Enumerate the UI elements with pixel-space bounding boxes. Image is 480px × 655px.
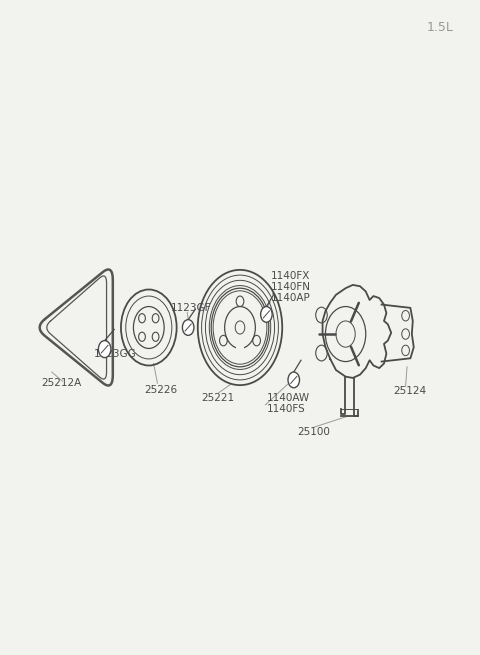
Text: 1123GG: 1123GG (94, 348, 136, 359)
Text: 1140FN: 1140FN (271, 282, 311, 292)
Circle shape (182, 320, 194, 335)
Circle shape (288, 372, 300, 388)
Text: 1140FS: 1140FS (266, 404, 305, 415)
Text: 25226: 25226 (144, 384, 177, 395)
Text: 1.5L: 1.5L (427, 21, 454, 34)
Text: 25221: 25221 (202, 393, 235, 403)
Text: 1140AW: 1140AW (266, 392, 310, 403)
Text: 1140FX: 1140FX (271, 271, 311, 281)
Circle shape (261, 307, 272, 322)
Text: 1123GF: 1123GF (170, 303, 211, 313)
Text: 25212A: 25212A (41, 378, 81, 388)
Text: 1140AP: 1140AP (271, 293, 311, 303)
Text: 25100: 25100 (298, 427, 330, 438)
Text: 25124: 25124 (394, 386, 427, 396)
Circle shape (98, 341, 111, 358)
